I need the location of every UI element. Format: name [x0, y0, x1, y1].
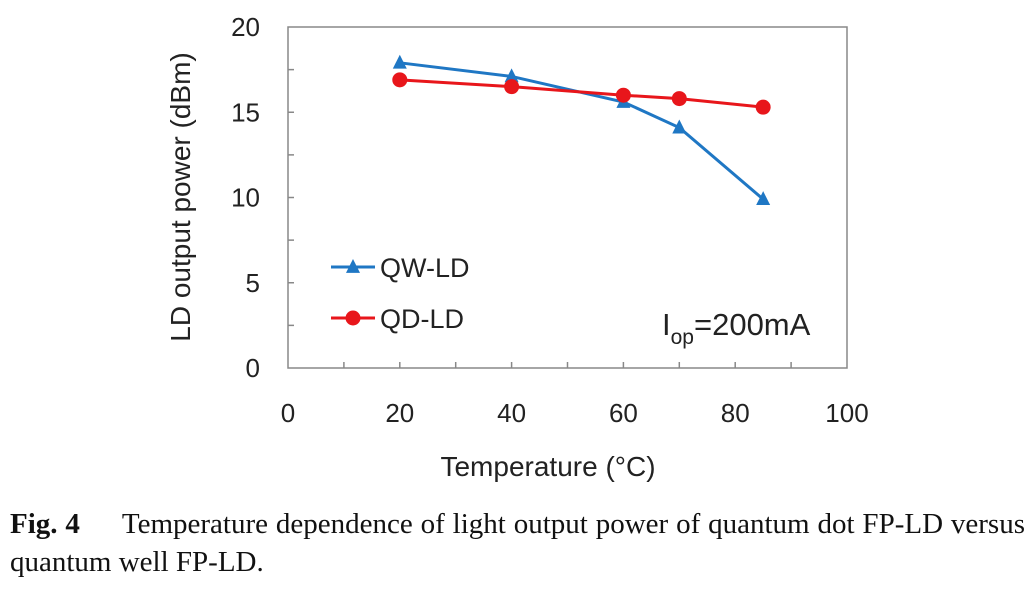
qw-ld-data-point [672, 119, 687, 134]
qd-ld-data-point [392, 72, 408, 88]
caption-label: Fig. 4 [10, 508, 80, 540]
y-tick-label: 0 [246, 353, 260, 383]
caption-text: Temperature dependence of light output p… [10, 508, 1025, 578]
x-tick-label: 100 [825, 398, 868, 428]
qw-ld-data-point [504, 68, 519, 83]
x-tick-label: 20 [385, 398, 414, 428]
annotation-sub: op [671, 326, 694, 349]
x-tick-label: 0 [281, 398, 295, 428]
legend-qd-ld-label: QD-LD [380, 304, 464, 334]
figure-caption: Fig. 4 Temperature dependence of light ou… [10, 505, 1025, 581]
operating-current-annotation: Iop=200mA [662, 307, 811, 349]
annotation-rest: =200mA [694, 307, 811, 342]
x-axis-label: Temperature (°C) [440, 451, 655, 482]
y-axis-label: LD output power (dBm) [165, 52, 196, 341]
chart: 0 5 10 15 20 0 20 40 60 80 100 QW-LD QD-LD Tempera… [165, 12, 869, 482]
qw-ld-data-point [756, 191, 771, 206]
qd-ld-data-point [671, 91, 687, 107]
qw-ld-data-point [392, 54, 407, 69]
y-tick-label: 10 [231, 183, 260, 213]
qd-ld-data-point [504, 79, 520, 95]
legend-qd-ld-marker [345, 310, 361, 326]
x-tick-label: 60 [609, 398, 638, 428]
annotation-main: I [662, 307, 671, 342]
x-tick-label: 40 [497, 398, 526, 428]
qd-ld-data-point [615, 87, 631, 103]
y-tick-label: 20 [231, 12, 260, 42]
legend-qw-ld-marker [346, 258, 360, 273]
y-tick-label: 15 [231, 97, 260, 127]
qd-ld-series-line [399, 78, 764, 109]
qd-ld-data-point [755, 99, 771, 115]
x-tick-label: 80 [721, 398, 750, 428]
y-tick-label: 5 [246, 268, 260, 298]
legend-qw-ld-label: QW-LD [380, 253, 470, 283]
